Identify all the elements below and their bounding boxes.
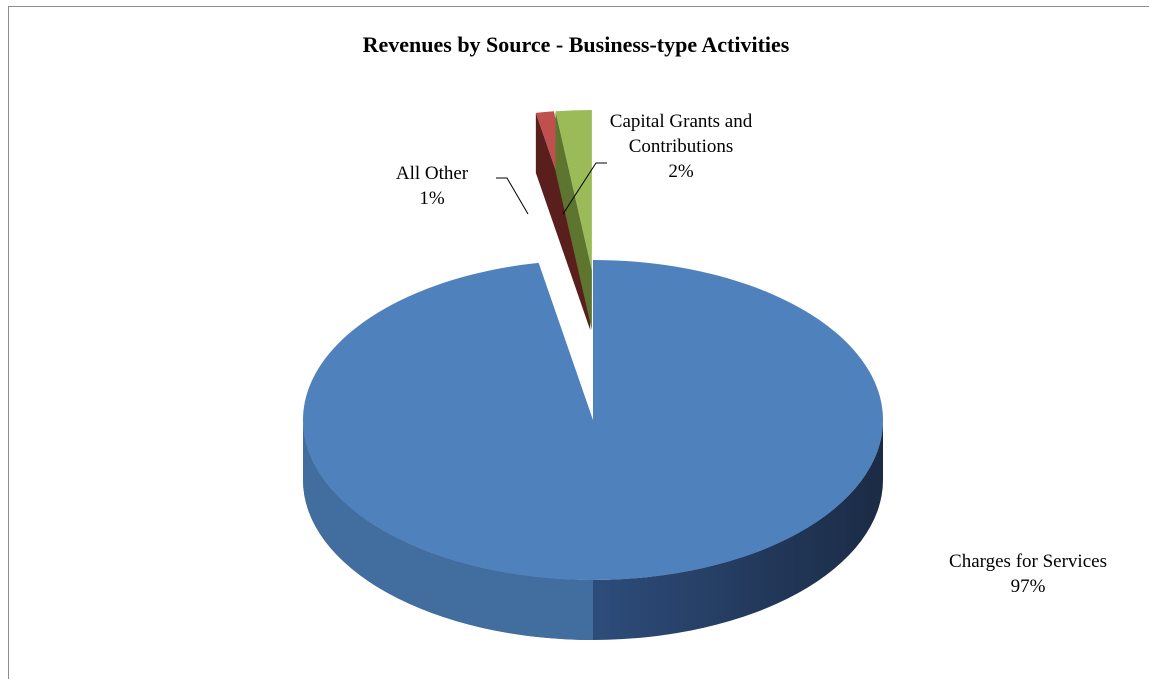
data-label-name: Capital Grants and (610, 111, 753, 132)
pie-slice-capital-grants-and-contributions (555, 110, 592, 330)
data-label-name: All Other (396, 163, 469, 184)
data-label-all-other: All Other 1% (396, 163, 529, 215)
data-label-percent: 1% (419, 188, 445, 209)
pie-slice-top-capital-grants-and-contributions (555, 110, 592, 270)
chart-title: Revenues by Source - Business-type Activ… (363, 32, 790, 57)
pie-slice-side-left-charges-for-services (303, 420, 593, 640)
data-label-capital-grants-and-contributions: Capital Grants and Contributions 2% (562, 111, 753, 215)
leader-line (496, 177, 529, 215)
pie-slice-top-charges-for-services (303, 260, 884, 580)
data-label-charges-for-services: Charges for Services 97% (949, 551, 1107, 597)
pie-slice-edge-capital-grants-and-contributions (555, 111, 592, 330)
data-label-percent: 2% (668, 161, 694, 182)
data-label-percent: 97% (1011, 576, 1046, 597)
data-label-name: Charges for Services (949, 551, 1107, 572)
pie-slice-edge-all-other (535, 112, 591, 330)
pie-slice-charges-for-services (303, 260, 884, 640)
data-label-name: Contributions (629, 136, 734, 157)
leader-line (562, 162, 607, 215)
